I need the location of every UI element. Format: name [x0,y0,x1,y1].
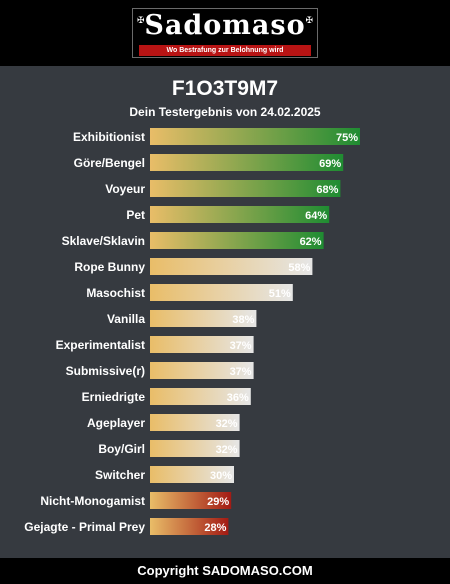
bar [150,284,293,301]
bar-value-label: 37% [230,366,252,378]
bar-value-label: 37% [230,340,252,352]
bar-value-label: 32% [216,444,238,456]
bar [150,258,313,275]
category-label: Erniedrigte [82,390,146,404]
bar [150,466,234,483]
category-label: Nicht-Monogamist [40,494,145,508]
bar [150,388,251,405]
category-label: Submissive(r) [66,364,145,378]
logo-ornament-right-icon: ✠ [305,15,313,25]
chart-subtitle: Dein Testergebnis von 24.02.2025 [129,105,321,119]
category-label: Gejagte - Primal Prey [24,520,145,534]
category-label: Vanilla [107,312,145,326]
category-label: Masochist [86,286,145,300]
bar [150,128,360,145]
header-band: ✠ Sadomaso ✠ Wo Bestrafung zur Belohnung… [0,0,450,66]
bar [150,232,324,249]
bar-value-label: 36% [227,392,249,404]
chart-title: F1O3T9M7 [171,77,279,100]
bar-value-label: 51% [269,288,291,300]
category-label: Voyeur [105,182,145,196]
bar [150,492,232,509]
category-label: Pet [126,208,145,222]
category-label: Göre/Bengel [74,156,145,170]
bar-value-label: 75% [336,132,358,144]
category-label: Exhibitionist [73,130,145,144]
category-label: Switcher [95,468,145,482]
bar-value-label: 69% [319,158,341,170]
logo-text: Sadomaso [144,10,306,41]
category-label: Boy/Girl [98,442,145,456]
bar-value-label: 30% [210,470,232,482]
bar-value-label: 28% [204,522,226,534]
category-label: Ageplayer [87,416,145,430]
copyright-text: Copyright SADOMASO.COM [137,563,313,578]
bar [150,180,341,197]
bar [150,336,254,353]
bar-value-label: 62% [300,236,322,248]
bar [150,206,330,223]
bar [150,362,254,379]
bar [150,414,240,431]
bar-value-label: 68% [316,184,338,196]
category-label: Rope Bunny [74,260,145,274]
bar-value-label: 64% [305,210,327,222]
category-label: Sklave/Sklavin [62,234,145,248]
bar-value-label: 58% [288,262,310,274]
site-logo[interactable]: ✠ Sadomaso ✠ Wo Bestrafung zur Belohnung… [132,8,318,58]
category-label: Experimentalist [56,338,145,352]
bar-value-label: 32% [216,418,238,430]
bar [150,518,229,535]
bar [150,154,344,171]
bar [150,440,240,457]
bar-value-label: 38% [232,314,254,326]
logo-slogan: Wo Bestrafung zur Belohnung wird [139,45,311,56]
footer-band: Copyright SADOMASO.COM [0,558,450,584]
logo-ornament-left-icon: ✠ [137,15,145,25]
bar [150,310,257,327]
bar-value-label: 29% [207,496,229,508]
